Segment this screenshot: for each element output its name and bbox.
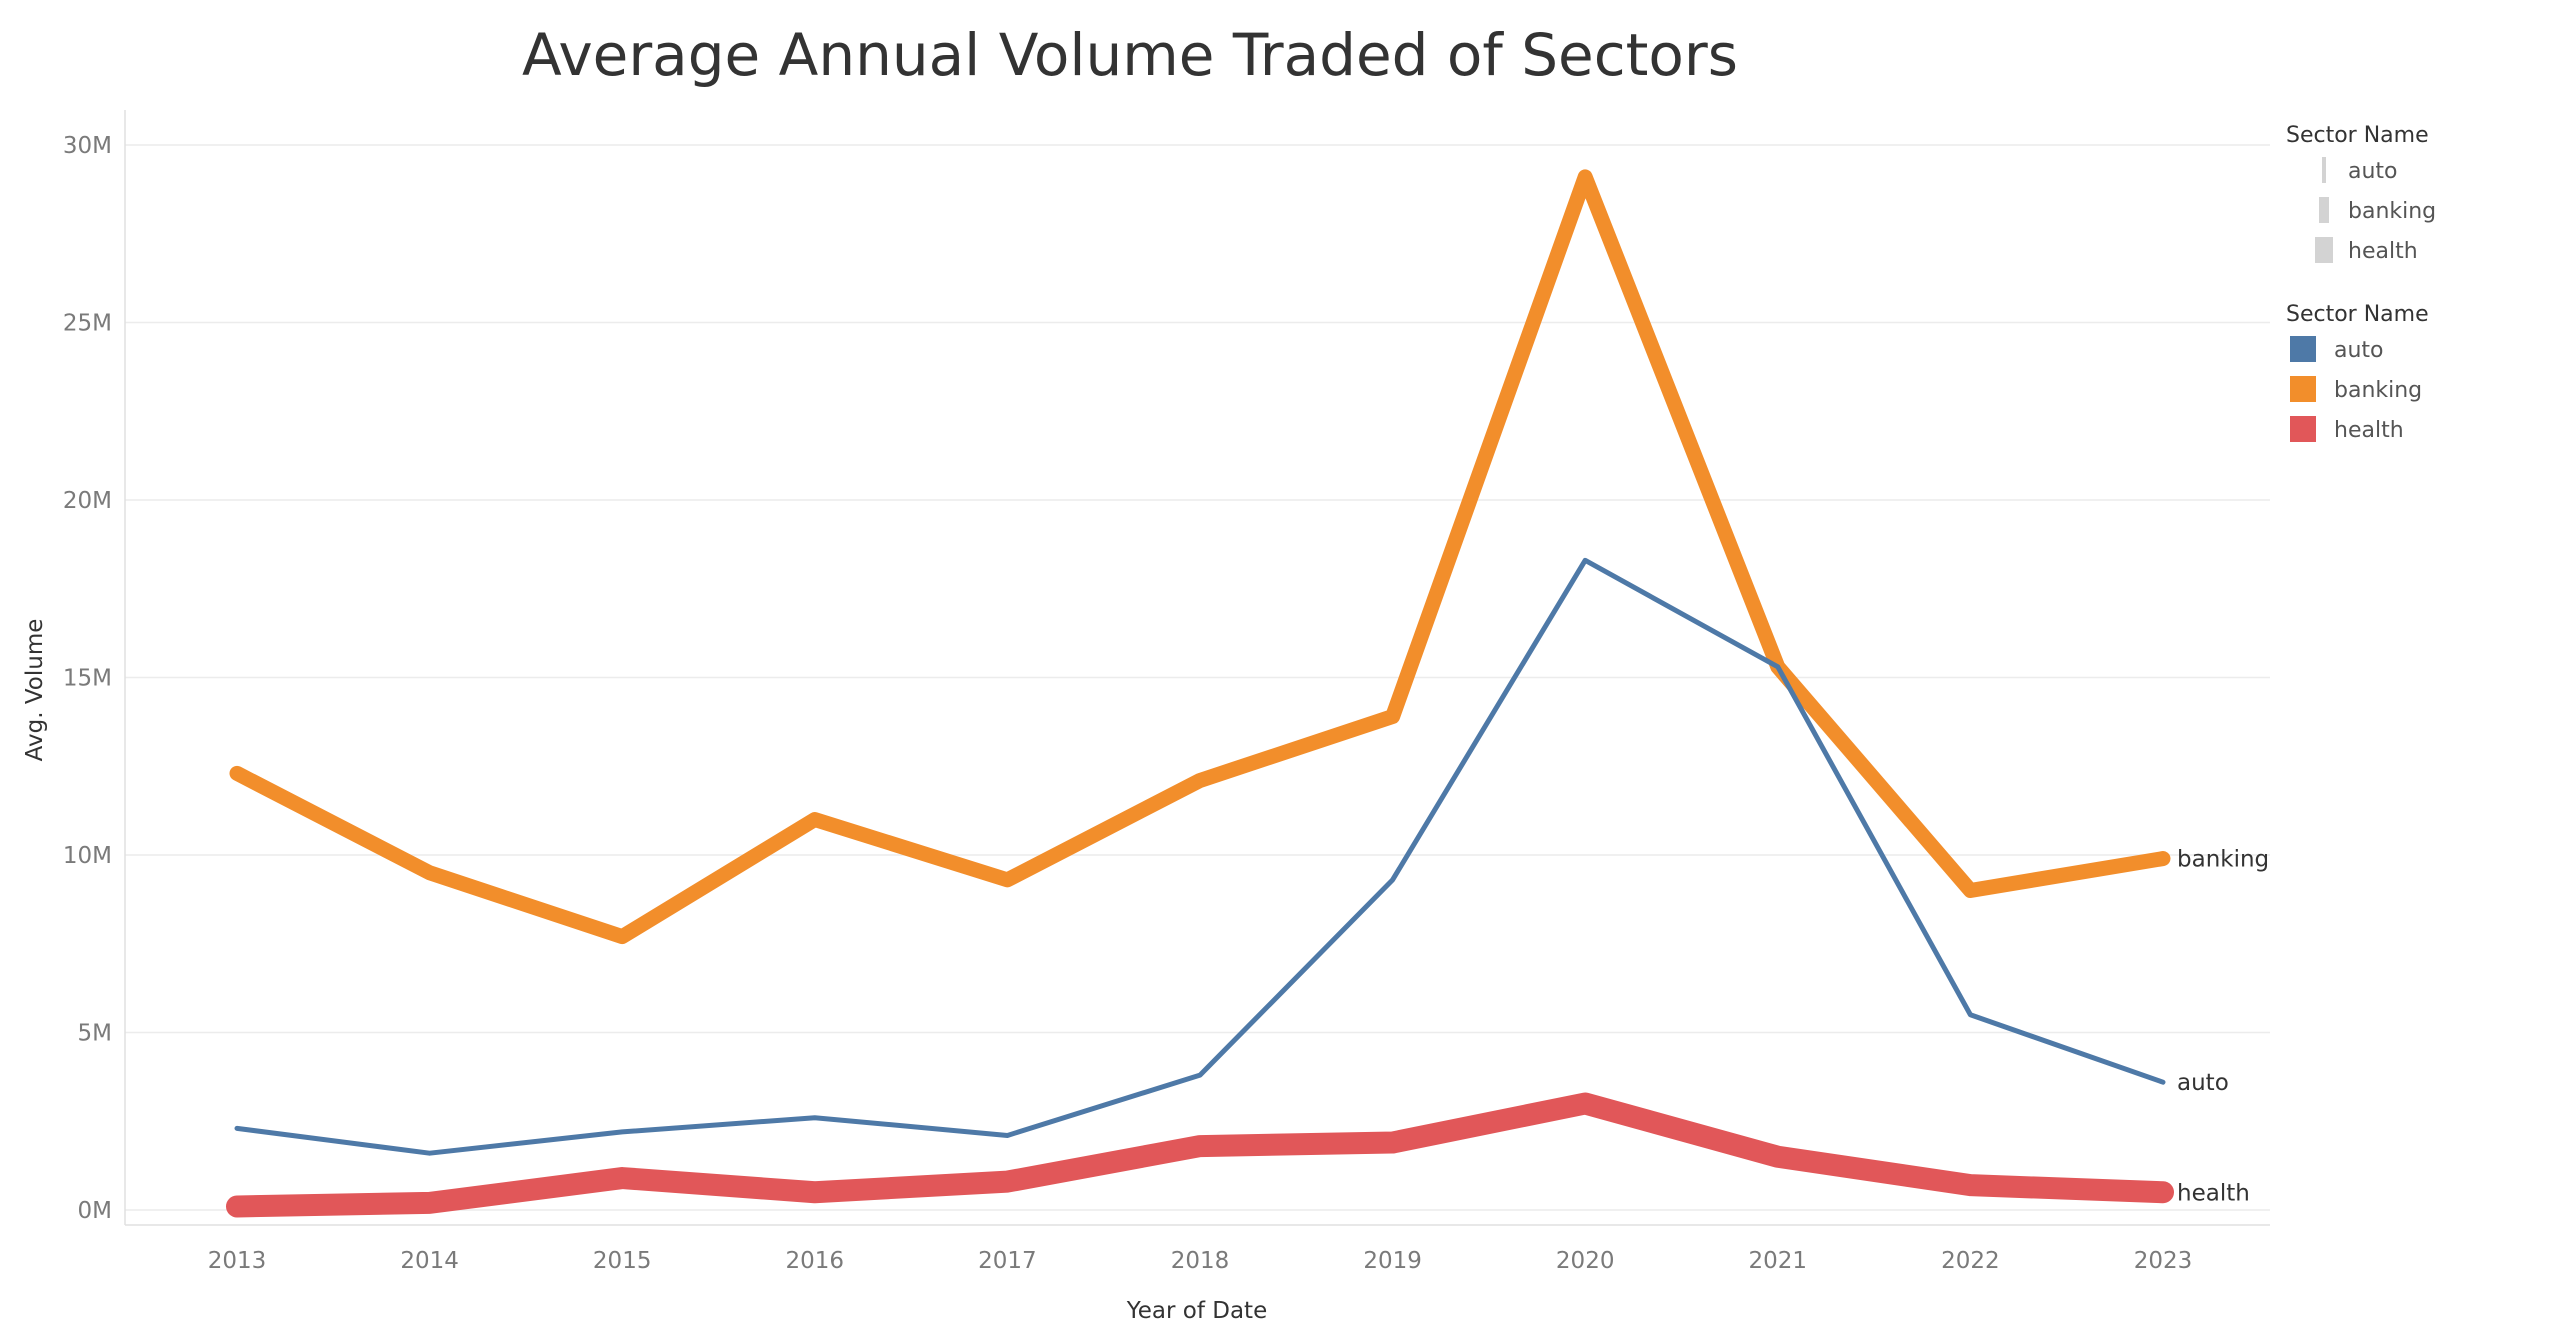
x-tick-label: 2022 — [1941, 1248, 2000, 1274]
series-line-auto — [234, 557, 2166, 1156]
series-line-health — [226, 1092, 2174, 1218]
y-tick-label: 0M — [78, 1198, 112, 1224]
legend-size-label: banking — [2348, 199, 2436, 224]
legend-color: Sector Name auto banking health — [2286, 302, 2429, 443]
x-tick-label: 2023 — [2134, 1248, 2193, 1274]
legend-swatch-health — [2290, 416, 2316, 442]
chart-title: Average Annual Volume Traded of Sectors — [522, 21, 1738, 89]
legend-size-label: health — [2348, 239, 2418, 264]
end-label-auto: auto — [2177, 1070, 2229, 1096]
legend-size: Sector Name auto banking health — [2286, 123, 2436, 264]
x-axis-title: Year of Date — [1126, 1298, 1267, 1324]
end-label-banking: banking — [2177, 847, 2269, 873]
series-line-banking — [229, 169, 2171, 945]
legend-size-mark-auto — [2322, 157, 2326, 183]
legend-size-label: auto — [2348, 159, 2398, 184]
y-tick-label: 25M — [63, 311, 112, 337]
y-tick-label: 30M — [63, 133, 112, 159]
y-axis-ticks: 0M 5M 10M 15M 20M 25M 30M — [63, 133, 112, 1224]
legend-color-label: health — [2334, 418, 2404, 443]
x-tick-label: 2013 — [208, 1248, 267, 1274]
y-tick-label: 5M — [78, 1021, 112, 1047]
end-label-health: health — [2177, 1180, 2250, 1206]
x-tick-label: 2017 — [978, 1248, 1037, 1274]
legend-color-label: banking — [2334, 378, 2422, 403]
y-axis-title: Avg. Volume — [22, 619, 48, 762]
gridlines — [124, 110, 2270, 1226]
y-tick-label: 20M — [63, 488, 112, 514]
legend-size-mark-banking — [2319, 197, 2329, 223]
x-tick-label: 2016 — [786, 1248, 845, 1274]
series-end-labels: auto banking health — [2177, 847, 2269, 1207]
legend-size-mark-health — [2315, 237, 2333, 263]
legend-size-title: Sector Name — [2286, 123, 2429, 148]
x-tick-label: 2020 — [1556, 1248, 1615, 1274]
x-tick-label: 2019 — [1363, 1248, 1422, 1274]
legend-swatch-auto — [2290, 336, 2316, 362]
x-axis-ticks: 2013 2014 2015 2016 2017 2018 2019 2020 2021 2022… — [208, 1248, 2193, 1274]
y-tick-label: 15M — [63, 666, 112, 692]
series-lines — [226, 169, 2174, 1218]
x-tick-label: 2015 — [593, 1248, 652, 1274]
legend-color-label: auto — [2334, 338, 2384, 363]
legend-color-title: Sector Name — [2286, 302, 2429, 327]
x-tick-label: 2021 — [1749, 1248, 1808, 1274]
x-tick-label: 2014 — [400, 1248, 459, 1274]
legend-swatch-banking — [2290, 376, 2316, 402]
y-tick-label: 10M — [63, 843, 112, 869]
x-tick-label: 2018 — [1171, 1248, 1230, 1274]
